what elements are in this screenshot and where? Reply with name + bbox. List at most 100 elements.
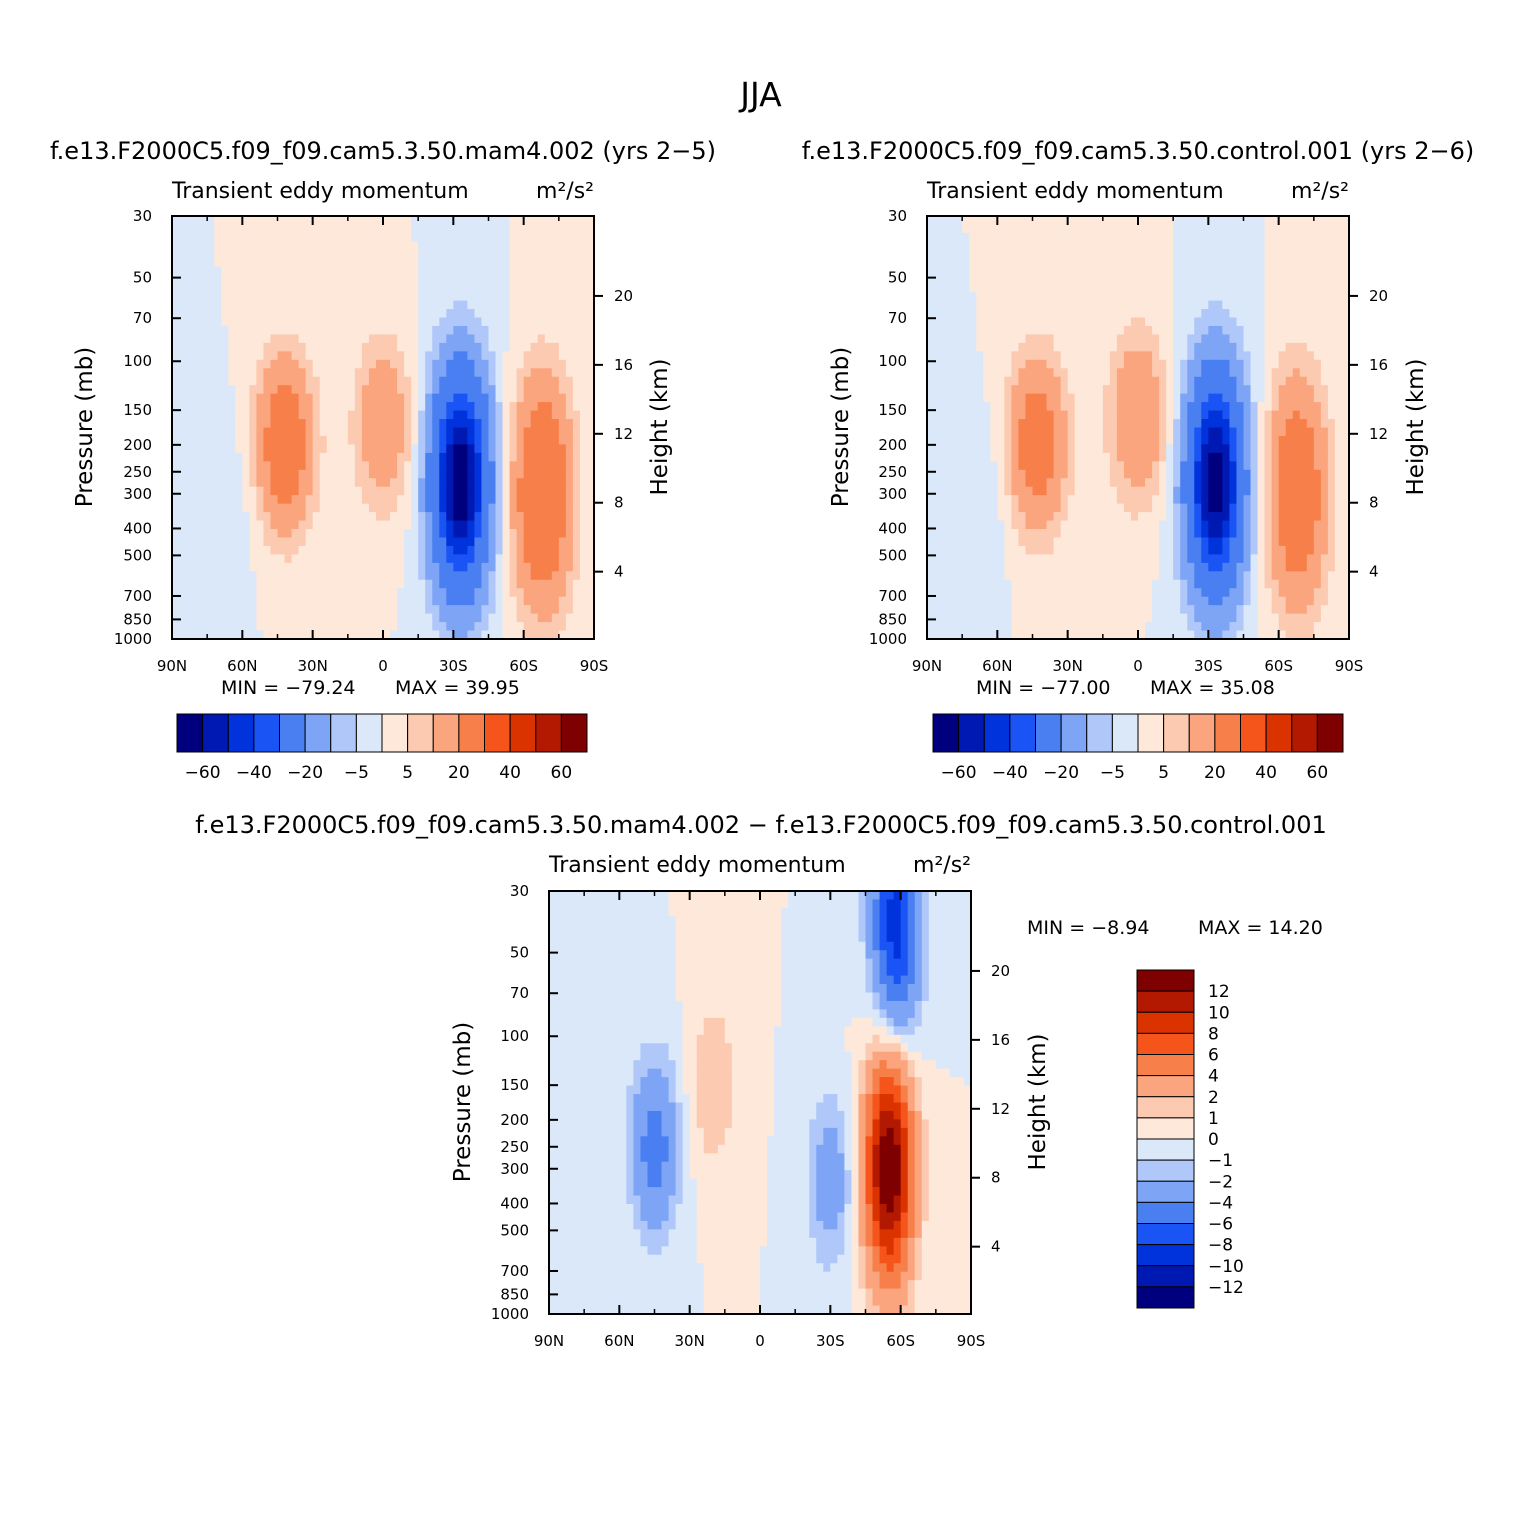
contour-cell bbox=[1130, 435, 1139, 446]
contour-cell bbox=[221, 292, 229, 302]
contour-cell bbox=[1299, 469, 1308, 479]
contour-cell bbox=[941, 393, 949, 403]
contour-cell bbox=[326, 427, 335, 437]
contour-cell bbox=[326, 275, 335, 285]
contour-cell bbox=[453, 410, 461, 420]
contour-cell bbox=[375, 554, 384, 564]
contour-cell bbox=[1018, 342, 1027, 352]
contour-cell bbox=[200, 359, 208, 369]
contour-cell bbox=[326, 334, 335, 344]
contour-cell bbox=[340, 402, 349, 412]
contour-cell bbox=[361, 529, 370, 539]
contour-cell bbox=[354, 495, 363, 505]
contour-cell bbox=[1194, 258, 1202, 268]
x-tick-label: 30N bbox=[298, 657, 328, 675]
contour-cell bbox=[453, 529, 461, 539]
contour-cell bbox=[1018, 359, 1027, 369]
contour-cell bbox=[1109, 393, 1118, 403]
contour-cell bbox=[523, 605, 532, 615]
contour-cell bbox=[340, 596, 349, 606]
contour-cell bbox=[509, 452, 518, 462]
contour-cell bbox=[172, 351, 180, 361]
contour-cell bbox=[305, 529, 314, 539]
contour-cell bbox=[537, 512, 546, 522]
contour-cell bbox=[383, 461, 391, 471]
contour-cell bbox=[453, 452, 461, 462]
contour-cell bbox=[948, 359, 956, 369]
contour-cell bbox=[200, 613, 208, 623]
contour-cell bbox=[1320, 317, 1329, 327]
contour-cell bbox=[179, 579, 187, 589]
contour-cell bbox=[193, 300, 201, 310]
contour-cell bbox=[418, 520, 426, 530]
contour-cell bbox=[537, 495, 546, 505]
contour-cell bbox=[277, 503, 286, 513]
contour-cell bbox=[270, 486, 279, 496]
contour-cell bbox=[941, 334, 949, 344]
contour-cell bbox=[249, 435, 257, 446]
contour-cell bbox=[467, 241, 476, 251]
contour-cell bbox=[1229, 275, 1238, 285]
contour-cell bbox=[983, 452, 991, 462]
contour-cell bbox=[1236, 224, 1245, 234]
contour-cell bbox=[558, 224, 567, 234]
contour-cell bbox=[375, 216, 384, 226]
contour-cell bbox=[523, 216, 532, 226]
contour-cell bbox=[319, 292, 328, 302]
contour-cell bbox=[460, 512, 468, 522]
contour-cell bbox=[948, 435, 956, 446]
contour-cell bbox=[488, 520, 497, 530]
contour-cell bbox=[1201, 351, 1209, 361]
contour-cell bbox=[186, 579, 194, 589]
contour-cell bbox=[340, 571, 349, 581]
contour-cell bbox=[1327, 258, 1336, 268]
colorbar-box bbox=[458, 713, 485, 753]
contour-cell bbox=[291, 486, 300, 496]
contour-cell bbox=[941, 351, 949, 361]
contour-cell bbox=[1004, 435, 1012, 446]
contour-cell bbox=[467, 512, 476, 522]
contour-cell bbox=[333, 444, 342, 454]
contour-cell bbox=[1060, 266, 1069, 276]
contour-cell bbox=[467, 266, 476, 276]
contour-cell bbox=[425, 232, 433, 242]
contour-cell bbox=[1053, 444, 1062, 454]
contour-cell bbox=[941, 317, 949, 327]
contour-cell bbox=[326, 224, 335, 234]
contour-cell bbox=[969, 216, 977, 226]
contour-cell bbox=[530, 588, 539, 598]
contour-cell bbox=[934, 275, 942, 285]
contour-cell bbox=[1208, 359, 1216, 369]
contour-cell bbox=[586, 571, 595, 581]
contour-cell bbox=[390, 435, 398, 446]
contour-cell bbox=[1180, 376, 1188, 386]
contour-cell bbox=[1173, 283, 1181, 293]
contour-cell bbox=[347, 334, 356, 344]
contour-cell bbox=[537, 571, 546, 581]
contour-cell bbox=[193, 469, 201, 479]
contour-cell bbox=[572, 529, 581, 539]
contour-cell bbox=[990, 410, 998, 420]
contour-cell bbox=[453, 232, 461, 242]
contour-cell bbox=[579, 435, 588, 446]
contour-cell bbox=[1236, 376, 1245, 386]
contour-cell bbox=[983, 419, 991, 429]
contour-cell bbox=[333, 309, 342, 319]
contour-cell bbox=[214, 503, 222, 513]
contour-cell bbox=[1208, 300, 1216, 310]
contour-cell bbox=[1313, 300, 1322, 310]
contour-cell bbox=[579, 334, 588, 344]
contour-cell bbox=[509, 368, 518, 378]
contour-cell bbox=[312, 537, 321, 547]
contour-cell bbox=[284, 554, 293, 564]
contour-cell bbox=[990, 275, 998, 285]
contour-cell bbox=[502, 529, 511, 539]
contour-cell bbox=[467, 325, 476, 336]
contour-cell bbox=[948, 283, 956, 293]
contour-cell bbox=[537, 342, 546, 352]
contour-cell bbox=[1278, 266, 1287, 276]
contour-cell bbox=[1215, 334, 1223, 344]
contour-cell bbox=[1285, 435, 1294, 446]
contour-cell bbox=[284, 605, 293, 615]
contour-cell bbox=[277, 512, 286, 522]
